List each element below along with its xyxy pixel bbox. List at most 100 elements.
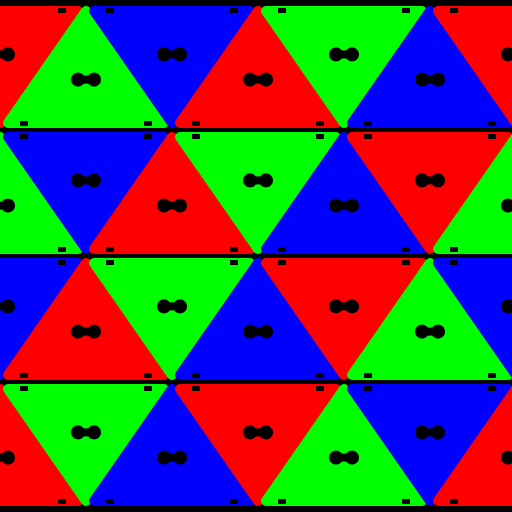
peanut-hole — [329, 450, 359, 465]
peanut-hole — [501, 299, 512, 314]
triangle-shape — [89, 132, 255, 254]
triangle-tile — [433, 6, 512, 126]
edge-notch — [20, 121, 28, 126]
triangle-tile — [175, 258, 341, 380]
peanut-hole — [329, 299, 359, 314]
edge-notch — [364, 121, 372, 126]
triangle-tile — [0, 6, 83, 128]
peanut-hole — [157, 450, 187, 465]
triangle-shape — [3, 258, 169, 380]
edge-notch — [144, 121, 152, 126]
edge-notch — [316, 386, 324, 391]
peanut-hole — [157, 198, 187, 213]
edge-notch — [450, 499, 458, 504]
peanut-hole — [329, 47, 359, 62]
peanut-bridge — [164, 50, 180, 59]
triangle-shape — [3, 132, 169, 254]
triangle-tile — [433, 386, 512, 506]
peanut-hole — [157, 299, 187, 314]
edge-notch — [402, 260, 410, 265]
peanut-bridge — [164, 453, 180, 462]
edge-notch — [230, 260, 238, 265]
edge-notch — [144, 134, 152, 139]
triangle-shape — [347, 132, 512, 254]
triangle-tile — [261, 384, 427, 506]
edge-notch — [106, 8, 114, 13]
triangle-tile — [3, 258, 169, 380]
peanut-bridge — [336, 201, 352, 210]
triangle-shape — [89, 6, 255, 128]
peanut-hole — [243, 173, 273, 188]
triangle-shape — [433, 134, 512, 254]
triangle-tile — [0, 258, 83, 380]
peanut-bridge — [422, 75, 438, 84]
peanut-bridge — [0, 302, 8, 311]
triangle-shape — [261, 6, 427, 128]
triangle-shape — [0, 132, 83, 254]
edge-notch — [58, 499, 66, 504]
triangle-tile — [433, 258, 512, 378]
edge-notch — [192, 121, 200, 126]
triangle-tile — [89, 258, 255, 380]
triangle-tile — [3, 384, 169, 506]
edge-notch — [488, 134, 496, 139]
peanut-hole — [501, 47, 512, 62]
triangle-tile — [0, 132, 83, 254]
peanut-bridge — [164, 302, 180, 311]
triangle-tile — [175, 6, 341, 128]
edge-notch — [488, 386, 496, 391]
peanut-hole — [415, 324, 445, 339]
triangle-tile — [89, 6, 255, 128]
peanut-bridge — [336, 302, 352, 311]
edge-notch — [278, 260, 286, 265]
peanut-hole — [501, 198, 512, 213]
edge-notch — [450, 247, 458, 252]
triangle-tile — [433, 134, 512, 254]
triangle-shape — [261, 132, 427, 254]
triangle-shape — [433, 258, 512, 378]
peanut-bridge — [250, 75, 266, 84]
edge-notch — [450, 8, 458, 13]
tile-group — [0, 6, 512, 506]
edge-notch — [106, 260, 114, 265]
edge-notch — [488, 373, 496, 378]
edge-notch — [20, 386, 28, 391]
triangle-shape — [175, 132, 341, 254]
peanut-hole — [71, 72, 101, 87]
peanut-bridge — [422, 327, 438, 336]
peanut-bridge — [508, 201, 512, 210]
peanut-hole — [0, 198, 15, 213]
edge-notch — [58, 260, 66, 265]
peanut-bridge — [250, 428, 266, 437]
triangle-shape — [89, 384, 255, 506]
edge-notch — [278, 499, 286, 504]
edge-notch — [316, 373, 324, 378]
peanut-bridge — [0, 201, 8, 210]
triangle-tile — [89, 384, 255, 506]
peanut-hole — [71, 173, 101, 188]
edge-notch — [20, 134, 28, 139]
edge-notch — [402, 499, 410, 504]
triangle-shape — [433, 386, 512, 506]
edge-notch — [230, 499, 238, 504]
peanut-bridge — [164, 201, 180, 210]
peanut-hole — [501, 450, 512, 465]
triangle-shape — [175, 384, 341, 506]
triangle-tile — [347, 258, 512, 380]
edge-notch — [192, 373, 200, 378]
triangle-shape — [0, 258, 83, 380]
peanut-hole — [157, 47, 187, 62]
triangle-tile — [347, 132, 512, 254]
peanut-bridge — [508, 50, 512, 59]
edge-notch — [364, 134, 372, 139]
peanut-hole — [415, 173, 445, 188]
triangle-shape — [0, 6, 83, 128]
triangle-tile — [89, 132, 255, 254]
edge-notch — [144, 386, 152, 391]
triangle-tile — [0, 384, 83, 506]
peanut-bridge — [508, 302, 512, 311]
triangle-shape — [175, 258, 341, 380]
peanut-bridge — [0, 50, 8, 59]
triangle-tile — [261, 6, 427, 128]
